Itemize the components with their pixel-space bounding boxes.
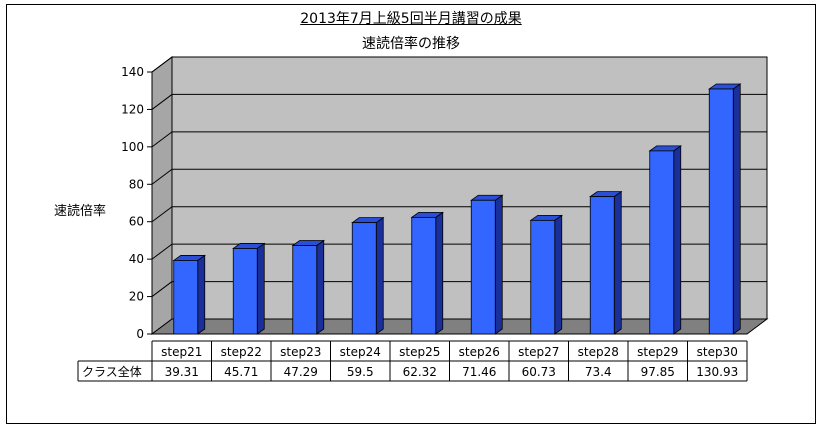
x-tick-label: step22 (221, 345, 262, 359)
bar (292, 245, 318, 335)
data-label: 60.73 (522, 365, 556, 379)
gridline-side (151, 168, 173, 185)
bar (411, 216, 437, 335)
bar (232, 248, 258, 335)
data-label: 71.46 (462, 365, 496, 379)
x-tick-label: step28 (578, 345, 619, 359)
y-tick-label: 60 (129, 215, 144, 229)
bar (173, 260, 199, 335)
x-tick-label: step26 (459, 345, 500, 359)
bar-side (554, 214, 563, 335)
x-tick-label: step29 (637, 345, 678, 359)
bar (351, 222, 377, 335)
data-label: 62.32 (403, 365, 437, 379)
bar-side (375, 216, 384, 335)
x-tick-label: step24 (340, 345, 381, 359)
y-tick-label: 140 (121, 65, 144, 79)
data-label: 39.31 (165, 365, 199, 379)
gridline-side (151, 94, 173, 110)
legend-series-name: クラス全体 (82, 364, 142, 379)
y-tick-label: 100 (121, 140, 144, 154)
bar-side (256, 242, 265, 335)
chart-title: 2013年7月上級5回半月講習の成果 (300, 11, 522, 27)
data-label: 73.4 (585, 365, 612, 379)
data-label: 45.71 (224, 365, 258, 379)
bar (530, 219, 556, 335)
data-label: 130.93 (696, 365, 738, 379)
bar-side (494, 194, 503, 335)
bar (708, 88, 734, 335)
data-label: 59.5 (347, 365, 374, 379)
gridline-side (151, 131, 173, 148)
bar-side (435, 211, 444, 335)
plot-side-wall (151, 56, 173, 335)
data-label: 47.29 (284, 365, 318, 379)
x-tick-label: step21 (161, 345, 202, 359)
bar-side (197, 254, 206, 335)
gridline-side (151, 281, 173, 297)
x-tick-label: step27 (518, 345, 559, 359)
bar (470, 199, 496, 335)
gridline-side (151, 206, 173, 223)
y-tick-label: 80 (129, 177, 144, 191)
x-tick-label: step23 (280, 345, 321, 359)
bar-side (316, 239, 325, 335)
bar-side (732, 83, 741, 335)
y-tick-label: 120 (121, 102, 144, 116)
y-tick-label: 20 (129, 290, 144, 304)
y-tick-label: 40 (129, 252, 144, 266)
y-tick-label: 0 (136, 327, 144, 341)
gridline-side (151, 56, 173, 73)
bar (649, 150, 675, 335)
data-label: 97.85 (641, 365, 675, 379)
bar (589, 196, 615, 335)
y-axis-label: 速読倍率 (54, 204, 107, 219)
bar-side (613, 190, 622, 335)
gridline-side (151, 243, 173, 260)
x-tick-label: step25 (399, 345, 440, 359)
chart-subtitle: 速読倍率の推移 (362, 36, 460, 52)
bar-side (673, 145, 682, 335)
x-tick-label: step30 (697, 345, 738, 359)
